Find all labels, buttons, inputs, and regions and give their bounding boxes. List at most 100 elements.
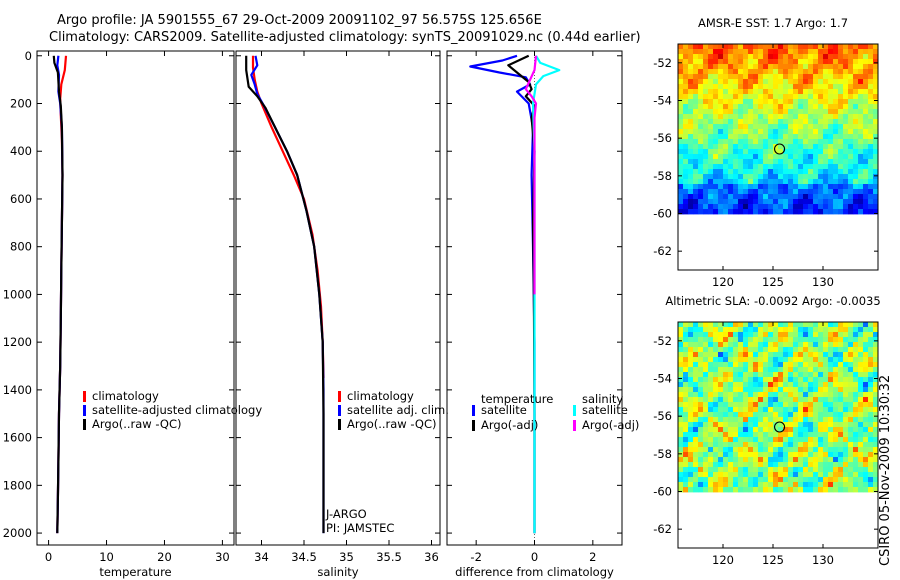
heatmap-cell: [723, 362, 729, 368]
heatmap-cell: [863, 109, 869, 115]
heatmap-cell: [798, 139, 804, 145]
heatmap-cell: [743, 79, 749, 85]
heatmap-cell: [748, 49, 754, 55]
heatmap-cell: [863, 189, 869, 195]
heatmap-cell: [798, 164, 804, 170]
heatmap-cell: [678, 397, 684, 403]
heatmap-cell: [688, 397, 694, 403]
heatmap-cell: [693, 179, 699, 185]
heatmap-cell: [818, 412, 824, 418]
heatmap-cell: [728, 432, 734, 438]
heatmap-cell: [678, 134, 684, 140]
heatmap-cell: [683, 49, 689, 55]
heatmap-cell: [828, 402, 834, 408]
heatmap-cell: [818, 104, 824, 110]
heatmap-cell: [703, 417, 709, 423]
heatmap-cell: [873, 407, 879, 413]
heatmap-cell: [863, 179, 869, 185]
heatmap-cell: [733, 79, 739, 85]
heatmap-cell: [848, 64, 854, 70]
heatmap-cell: [788, 437, 794, 443]
heatmap-cell: [793, 467, 799, 473]
heatmap-cell: [698, 362, 704, 368]
heatmap-cell: [768, 437, 774, 443]
heatmap-cell: [828, 477, 834, 483]
heatmap-cell: [698, 467, 704, 473]
heatmap-cell: [733, 452, 739, 458]
heatmap-cell: [678, 184, 684, 190]
heatmap-cell: [713, 467, 719, 473]
heatmap-cell: [683, 337, 689, 343]
heatmap-cell: [713, 377, 719, 383]
heatmap-cell: [843, 362, 849, 368]
heatmap-cell: [753, 487, 759, 493]
heatmap-cell: [788, 332, 794, 338]
heatmap-cell: [858, 462, 864, 468]
heatmap-cell: [773, 159, 779, 165]
heatmap-cell: [763, 199, 769, 205]
heatmap-cell: [723, 119, 729, 125]
heatmap-cell: [853, 104, 859, 110]
heatmap-cell: [758, 472, 764, 478]
heatmap-cell: [748, 392, 754, 398]
heatmap-cell: [758, 209, 764, 215]
heatmap-cell: [868, 322, 874, 328]
y-tick-label: 1200: [3, 335, 32, 349]
heatmap-cell: [818, 402, 824, 408]
heatmap-cell: [723, 472, 729, 478]
heatmap-cell: [738, 472, 744, 478]
heatmap-cell: [753, 204, 759, 210]
heatmap-cell: [783, 357, 789, 363]
heatmap-cell: [753, 447, 759, 453]
heatmap-cell: [768, 194, 774, 200]
heatmap-cell: [768, 79, 774, 85]
heatmap-cell: [783, 457, 789, 463]
heatmap-cell: [748, 139, 754, 145]
heatmap-cell: [838, 204, 844, 210]
heatmap-cell: [728, 54, 734, 60]
heatmap-cell: [803, 477, 809, 483]
heatmap-cell: [843, 412, 849, 418]
heatmap-cell: [693, 452, 699, 458]
heatmap-cell: [773, 109, 779, 115]
heatmap-cell: [683, 437, 689, 443]
heatmap-cell: [678, 332, 684, 338]
heatmap-cell: [738, 452, 744, 458]
heatmap-cell: [843, 89, 849, 95]
heatmap-cell: [738, 332, 744, 338]
heatmap-cell: [768, 124, 774, 130]
heatmap-cell: [738, 119, 744, 125]
heatmap-cell: [858, 352, 864, 358]
legend-swatch: [338, 391, 341, 402]
heatmap-cell: [813, 347, 819, 353]
heatmap-cell: [768, 367, 774, 373]
heatmap-cell: [848, 322, 854, 328]
heatmap-cell: [683, 322, 689, 328]
heatmap-cell: [743, 159, 749, 165]
heatmap-cell: [758, 437, 764, 443]
heatmap-cell: [768, 392, 774, 398]
heatmap-cell: [823, 377, 829, 383]
heatmap-cell: [678, 209, 684, 215]
heatmap-cell: [773, 362, 779, 368]
heatmap-cell: [873, 332, 879, 338]
heatmap-cell: [848, 69, 854, 75]
heatmap-cell: [718, 99, 724, 105]
heatmap-cell: [698, 322, 704, 328]
heatmap-cell: [703, 64, 709, 70]
heatmap-cell: [733, 432, 739, 438]
heatmap-cell: [743, 64, 749, 70]
heatmap-cell: [723, 412, 729, 418]
heatmap-cell: [848, 452, 854, 458]
heatmap-cell: [773, 129, 779, 135]
heatmap-cell: [763, 442, 769, 448]
heatmap-cell: [778, 109, 784, 115]
heatmap-cell: [683, 209, 689, 215]
heatmap-cell: [793, 462, 799, 468]
heatmap-cell: [808, 94, 814, 100]
heatmap-cell: [778, 457, 784, 463]
heatmap-cell: [753, 89, 759, 95]
heatmap-cell: [718, 184, 724, 190]
heatmap-cell: [718, 104, 724, 110]
heatmap-cell: [693, 327, 699, 333]
